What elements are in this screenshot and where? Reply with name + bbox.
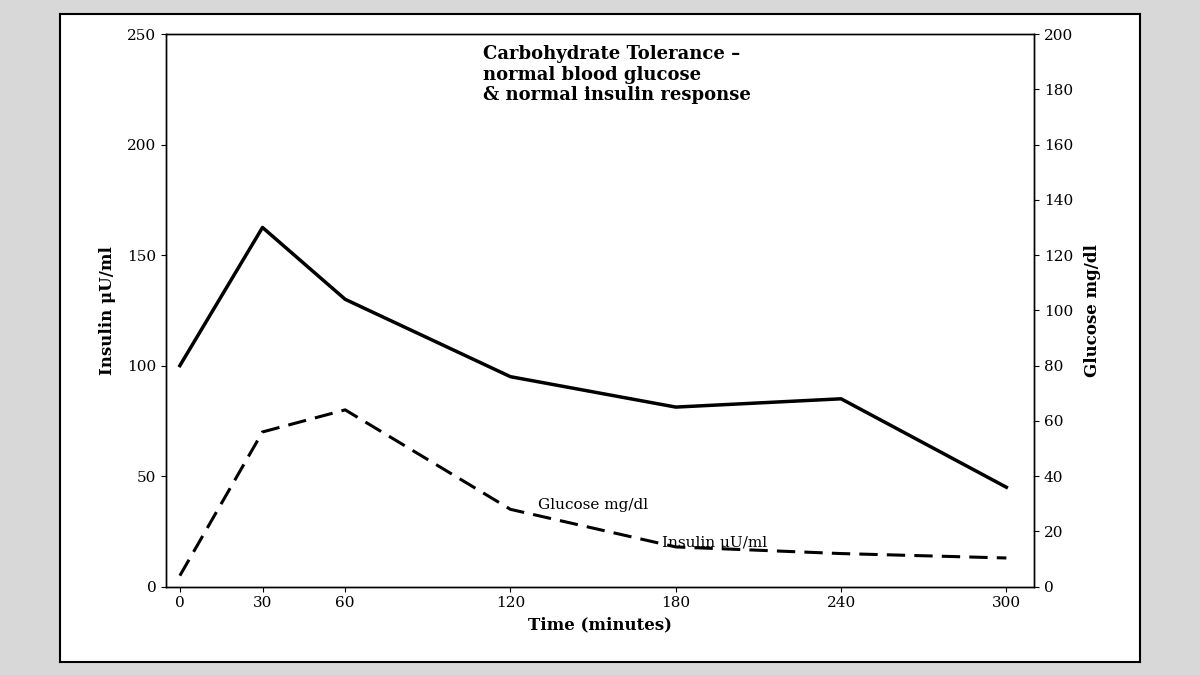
Y-axis label: Glucose mg/dl: Glucose mg/dl (1084, 244, 1102, 377)
X-axis label: Time (minutes): Time (minutes) (528, 616, 672, 633)
Title: Carbohydrate Tolerance –
normal blood glucose
& normal insulin response: Carbohydrate Tolerance – normal blood gl… (484, 45, 751, 105)
Y-axis label: Insulin μU/ml: Insulin μU/ml (98, 246, 116, 375)
Text: Insulin μU/ml: Insulin μU/ml (662, 536, 767, 550)
Text: Glucose mg/dl: Glucose mg/dl (538, 498, 648, 512)
